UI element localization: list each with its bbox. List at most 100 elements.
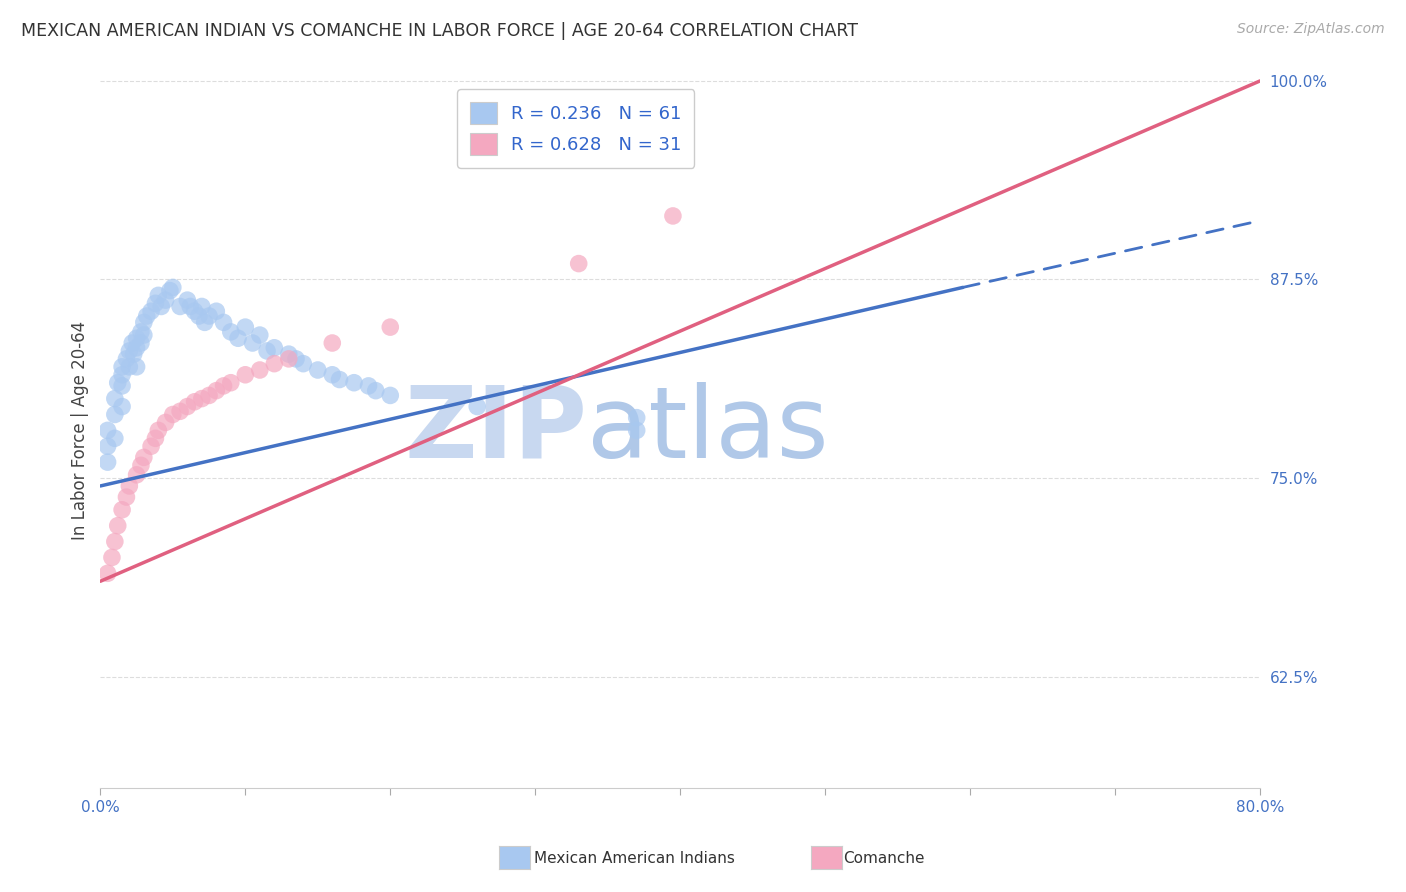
Point — [183, 394, 205, 409]
Point — [115, 351, 138, 366]
Point — [263, 357, 285, 371]
Point — [148, 423, 170, 437]
Point — [118, 479, 141, 493]
Point — [162, 280, 184, 294]
Point — [132, 450, 155, 465]
Point — [132, 315, 155, 329]
Point — [104, 534, 127, 549]
Point — [242, 336, 264, 351]
Point — [155, 293, 177, 307]
Point — [104, 392, 127, 406]
Point — [263, 341, 285, 355]
Point — [465, 400, 488, 414]
Point — [212, 379, 235, 393]
Point — [226, 331, 249, 345]
Point — [125, 341, 148, 355]
Point — [328, 372, 350, 386]
Point — [135, 309, 157, 323]
Point — [129, 325, 152, 339]
Point — [101, 550, 124, 565]
Point — [380, 320, 402, 334]
Point — [104, 431, 127, 445]
Point — [219, 376, 242, 390]
Point — [343, 376, 366, 390]
Point — [292, 357, 315, 371]
Point — [233, 320, 256, 334]
Point — [125, 359, 148, 374]
Point — [104, 408, 127, 422]
Point — [219, 325, 242, 339]
Point — [277, 347, 299, 361]
Text: Source: ZipAtlas.com: Source: ZipAtlas.com — [1237, 22, 1385, 37]
Point — [205, 304, 228, 318]
Legend: R = 0.236   N = 61, R = 0.628   N = 31: R = 0.236 N = 61, R = 0.628 N = 31 — [457, 89, 695, 168]
Point — [212, 315, 235, 329]
Point — [321, 368, 343, 382]
Point — [111, 400, 134, 414]
Point — [121, 336, 143, 351]
Point — [148, 288, 170, 302]
Point — [111, 359, 134, 374]
Point — [118, 359, 141, 374]
Point — [662, 209, 685, 223]
Point — [249, 328, 271, 343]
Point — [626, 410, 648, 425]
Point — [122, 347, 145, 361]
Point — [139, 304, 162, 318]
Point — [198, 309, 221, 323]
Point — [277, 351, 299, 366]
Point — [97, 439, 120, 453]
Y-axis label: In Labor Force | Age 20-64: In Labor Force | Age 20-64 — [72, 321, 89, 540]
Point — [125, 331, 148, 345]
Point — [233, 368, 256, 382]
Point — [111, 503, 134, 517]
Point — [307, 363, 329, 377]
Point — [176, 293, 198, 307]
Point — [145, 296, 167, 310]
Point — [129, 336, 152, 351]
Point — [111, 368, 134, 382]
Point — [183, 304, 205, 318]
Point — [256, 343, 278, 358]
Point — [285, 351, 308, 366]
Point — [129, 458, 152, 473]
Point — [107, 518, 129, 533]
Point — [198, 388, 221, 402]
Point — [364, 384, 387, 398]
Text: Comanche: Comanche — [844, 851, 925, 865]
Point — [111, 379, 134, 393]
Point — [107, 376, 129, 390]
Point — [125, 467, 148, 482]
Point — [187, 309, 209, 323]
Point — [118, 343, 141, 358]
Point — [115, 490, 138, 504]
Point — [162, 408, 184, 422]
Point — [357, 379, 380, 393]
Point — [145, 431, 167, 445]
Text: ZIP: ZIP — [405, 382, 588, 479]
Point — [194, 315, 217, 329]
Text: atlas: atlas — [588, 382, 830, 479]
Point — [191, 392, 214, 406]
Point — [380, 388, 402, 402]
Point — [321, 336, 343, 351]
Point — [97, 455, 120, 469]
Point — [159, 284, 181, 298]
Point — [169, 404, 191, 418]
Text: Mexican American Indians: Mexican American Indians — [534, 851, 735, 865]
Point — [191, 300, 214, 314]
Point — [150, 300, 173, 314]
Point — [169, 300, 191, 314]
Point — [139, 439, 162, 453]
Point — [568, 257, 591, 271]
Text: MEXICAN AMERICAN INDIAN VS COMANCHE IN LABOR FORCE | AGE 20-64 CORRELATION CHART: MEXICAN AMERICAN INDIAN VS COMANCHE IN L… — [21, 22, 858, 40]
Point — [179, 300, 201, 314]
Point — [155, 416, 177, 430]
Point — [249, 363, 271, 377]
Point — [132, 328, 155, 343]
Point — [626, 423, 648, 437]
Point — [205, 384, 228, 398]
Point — [176, 400, 198, 414]
Point — [97, 566, 120, 581]
Point — [97, 423, 120, 437]
